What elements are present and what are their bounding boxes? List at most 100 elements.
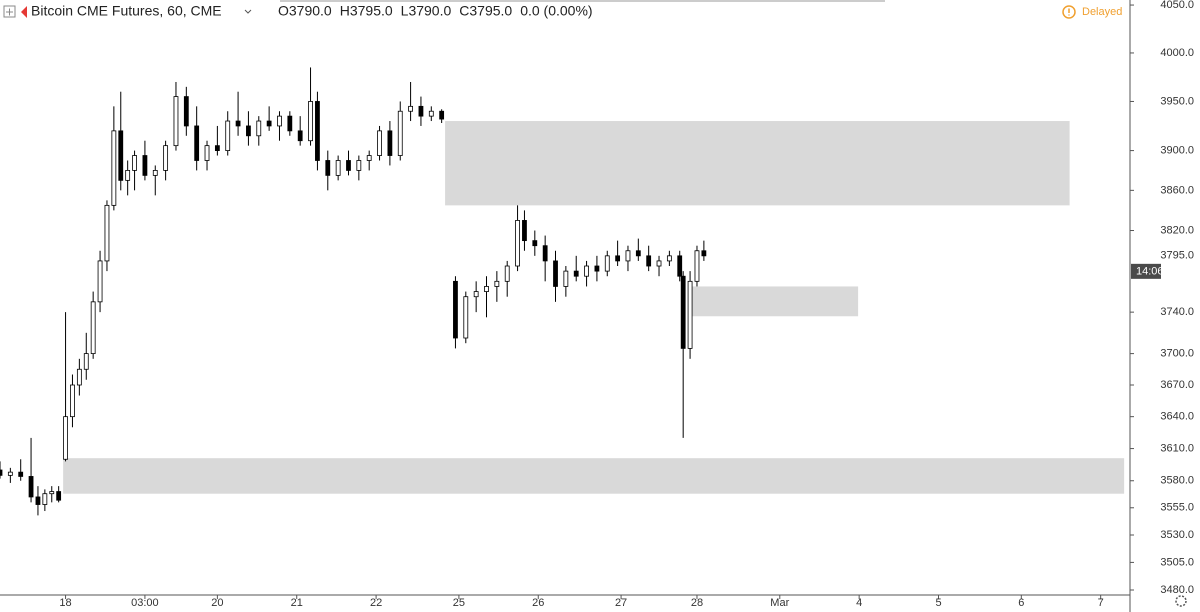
candle-body <box>308 101 313 142</box>
candle-body <box>125 170 131 181</box>
expand-icon <box>6 8 13 16</box>
candle-body <box>680 275 686 349</box>
x-tick-label: 22 <box>370 597 382 609</box>
x-tick-label: 7 <box>1098 597 1104 609</box>
ohlc-value: O3790.0 <box>278 3 332 19</box>
candle-body <box>173 96 179 147</box>
candle-body <box>573 270 579 277</box>
candle-body <box>63 416 68 460</box>
ohlc-legend: O3790.0 H3795.0 L3790.0 C3795.0 0.0 (0.00%) <box>278 3 593 19</box>
x-tick-label: 26 <box>532 597 544 609</box>
symbol-flag <box>21 6 27 18</box>
y-tick-label: 3640.0 <box>1160 411 1194 423</box>
candle-body <box>542 245 548 262</box>
x-tick-label: Mar <box>770 597 789 609</box>
candle-body <box>132 155 137 171</box>
x-tick-label: 4 <box>856 597 862 609</box>
candle-body <box>687 280 693 349</box>
candle-body <box>204 145 210 161</box>
delayed-icon <box>1062 5 1076 19</box>
candle-body <box>256 120 262 137</box>
candle-body <box>615 255 621 262</box>
ohlc-value: L3790.0 <box>401 3 452 19</box>
y-tick-label: 3900.0 <box>1160 144 1194 156</box>
candle-body <box>142 155 148 176</box>
y-tick-label: 4000.0 <box>1160 47 1194 59</box>
x-tick-label: 27 <box>615 597 627 609</box>
zone <box>63 458 1125 494</box>
zone <box>690 286 859 317</box>
y-tick-label: 3820.0 <box>1160 224 1194 236</box>
candle-body <box>76 368 82 386</box>
candle-body <box>356 160 362 171</box>
candle-body <box>563 270 569 287</box>
candle-body <box>522 220 527 242</box>
candle-body <box>90 301 96 355</box>
ohlc-value: C3795.0 <box>459 3 512 19</box>
candle-body <box>246 125 251 137</box>
y-tick-label: 3530.0 <box>1160 529 1194 541</box>
x-tick-label: 5 <box>935 597 941 609</box>
candle-body <box>473 291 479 298</box>
x-tick-label: 28 <box>691 597 703 609</box>
y-tick-label: 3740.0 <box>1160 306 1194 318</box>
settings-icon[interactable] <box>1175 595 1187 607</box>
y-tick-label: 3555.0 <box>1160 502 1194 514</box>
candle-body <box>656 260 662 267</box>
candle-body <box>439 110 445 120</box>
candle-body <box>701 250 707 257</box>
x-tick-label: 18 <box>59 597 71 609</box>
expand-button[interactable] <box>3 5 16 18</box>
candle-body <box>453 280 458 339</box>
candle-body <box>97 260 103 303</box>
candle-body <box>118 130 124 181</box>
ohlc-value: 0.0 (0.00%) <box>520 3 592 19</box>
y-tick-label: 3505.0 <box>1160 556 1194 568</box>
candle-body <box>152 170 158 176</box>
candle-body <box>56 491 62 501</box>
candle-body <box>104 204 110 262</box>
y-tick-label: 3950.0 <box>1160 95 1194 107</box>
candle-body <box>677 255 683 277</box>
candle-body <box>625 250 631 262</box>
candle-body <box>584 265 589 277</box>
candle-body <box>335 160 341 176</box>
ohlc-value: H3795.0 <box>340 3 393 19</box>
candle-body <box>194 125 200 161</box>
candle-body <box>111 130 117 206</box>
last-price-box <box>1131 247 1199 264</box>
zone <box>445 121 1070 206</box>
dropdown-icon[interactable] <box>244 9 252 14</box>
candle-body <box>7 471 13 476</box>
candle-body <box>594 265 600 272</box>
candle-body <box>325 160 331 176</box>
candle-body <box>366 155 372 161</box>
candle-body <box>418 105 424 117</box>
candle-body <box>83 353 89 370</box>
x-tick-label: 03:00 <box>131 597 159 609</box>
candle-body <box>694 250 700 282</box>
x-tick-label: 6 <box>1018 597 1024 609</box>
candle-body <box>666 255 672 262</box>
candle-body <box>277 115 282 127</box>
countdown-label: 14:06 <box>1136 266 1164 278</box>
candle-body <box>235 120 241 127</box>
candle-body <box>377 130 382 156</box>
y-tick-label: 3480.0 <box>1160 584 1194 596</box>
candle-body <box>515 220 520 267</box>
candle-body <box>287 115 293 132</box>
candle-body <box>315 101 320 161</box>
candle-body <box>428 110 434 117</box>
candle-body <box>463 296 469 339</box>
symbol-title[interactable]: Bitcoin CME Futures, 60, CME <box>31 3 222 19</box>
x-tick-label: 20 <box>211 597 223 609</box>
candle-body <box>49 491 55 495</box>
y-tick-label: 3670.0 <box>1160 379 1194 391</box>
candle-body <box>494 280 500 287</box>
candle-body <box>266 120 272 127</box>
candle-body <box>553 260 558 287</box>
last-price-label: 3795.0 <box>1160 250 1194 262</box>
